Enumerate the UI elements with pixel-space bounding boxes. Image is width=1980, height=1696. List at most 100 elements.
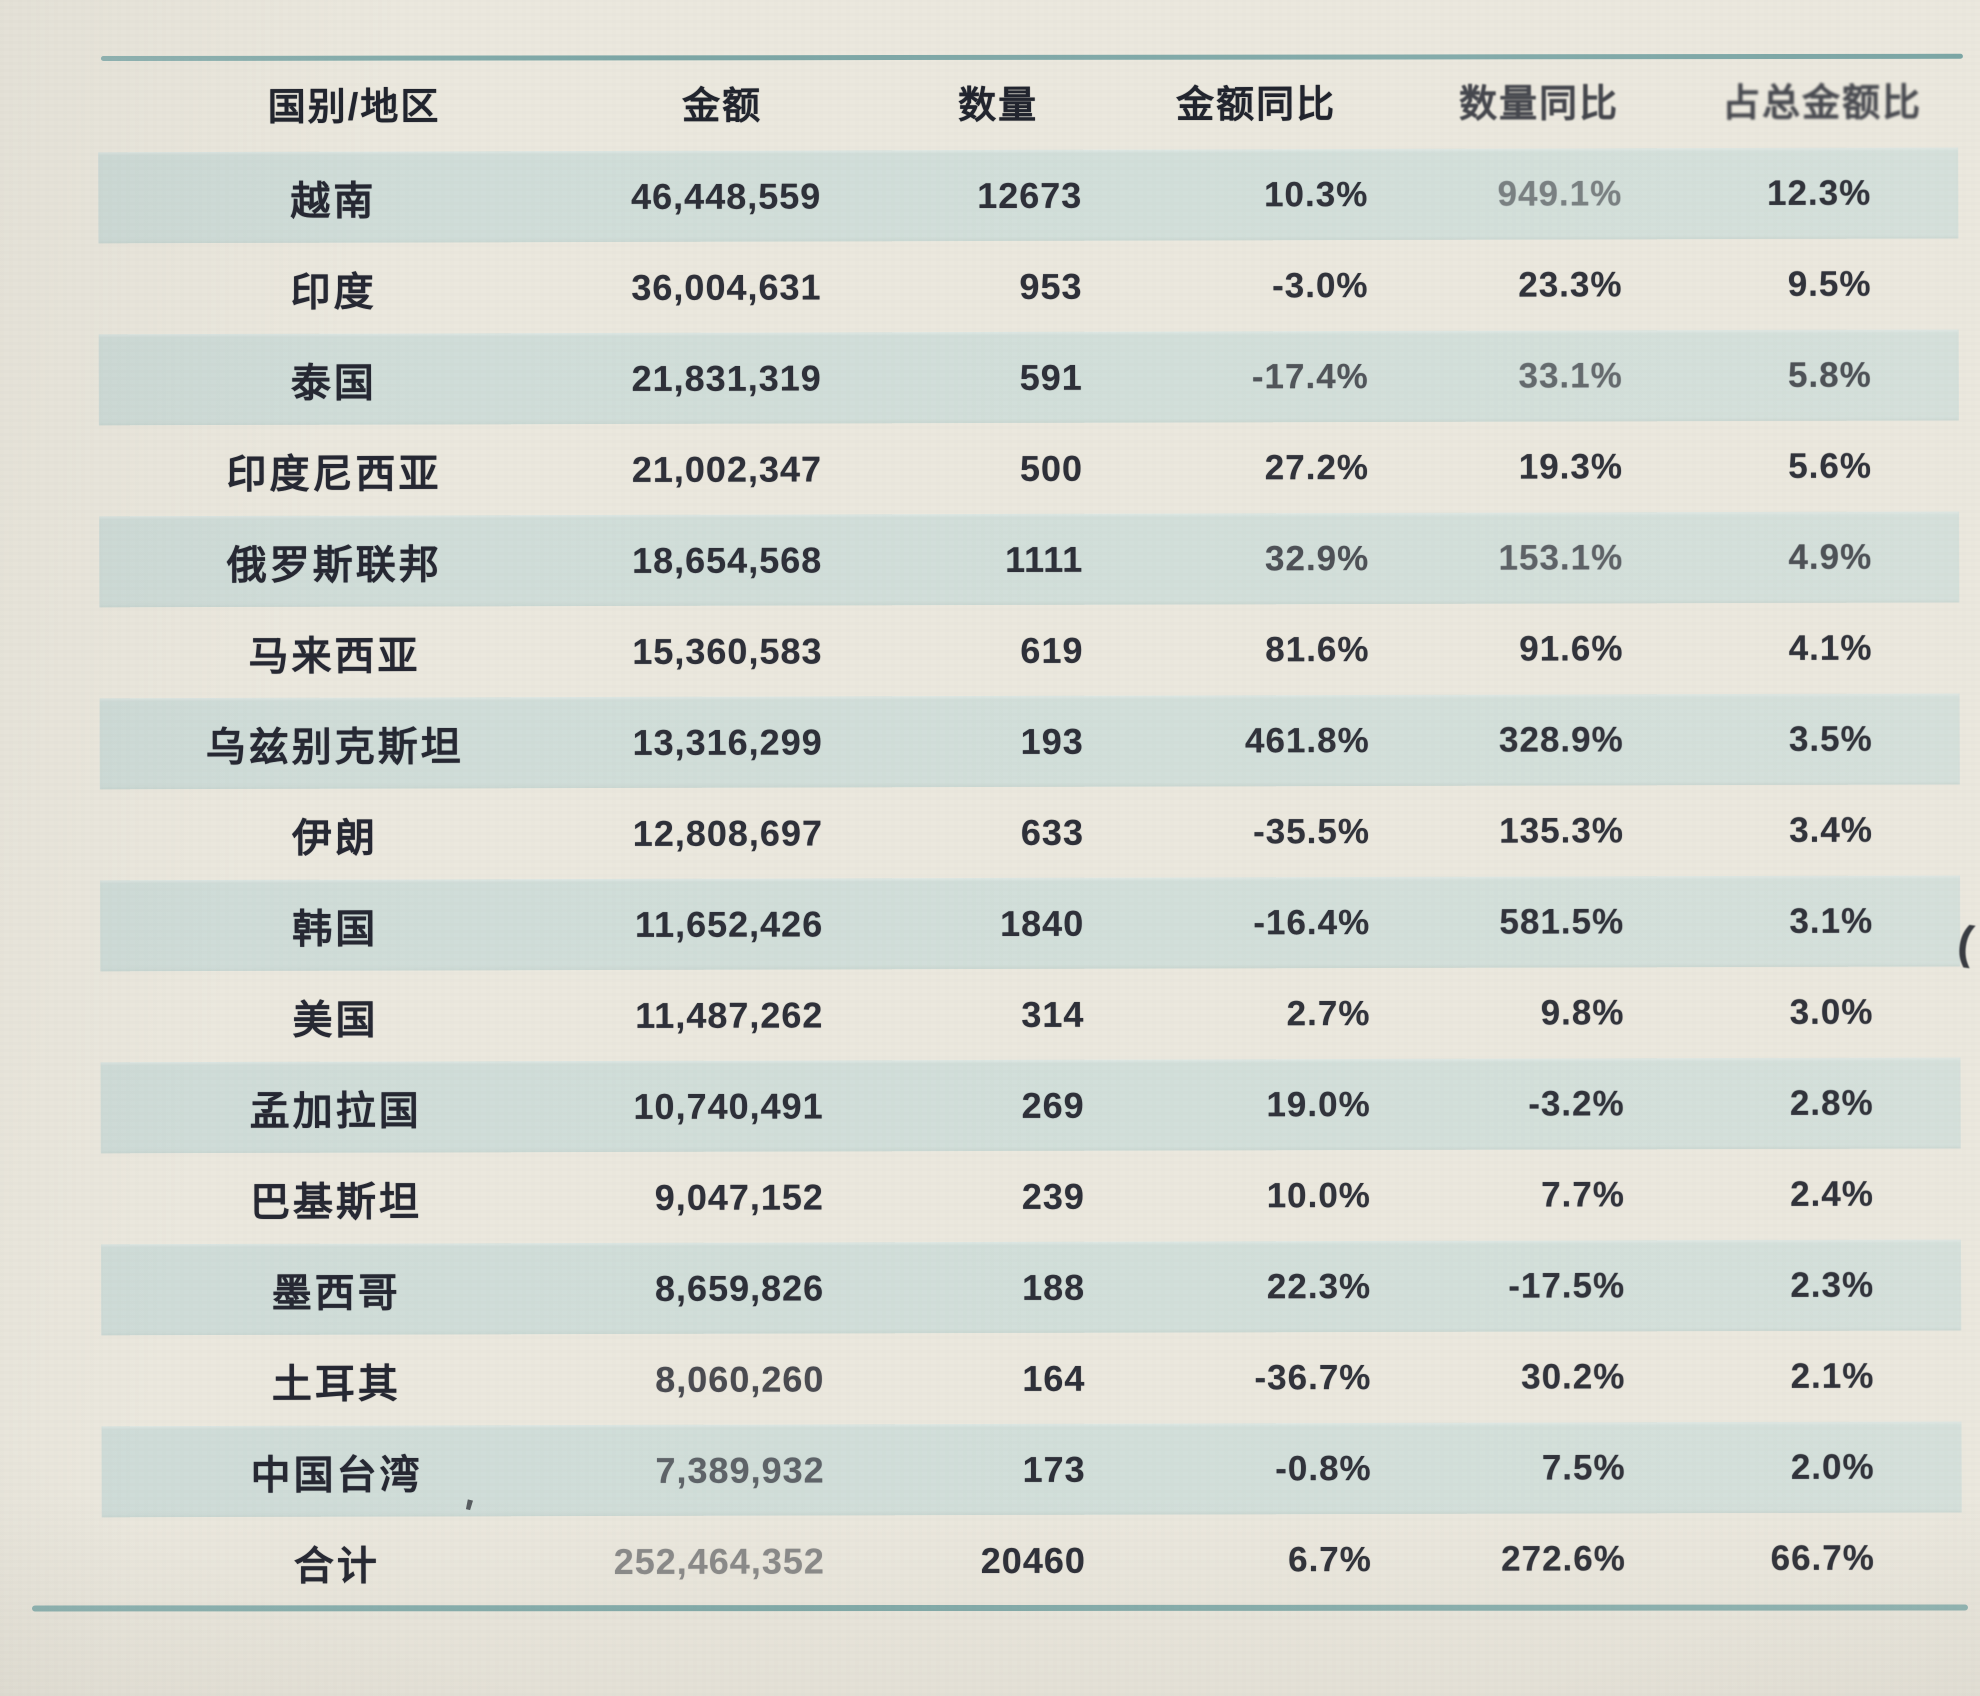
cell-qty-yoy: 328.9% — [1498, 719, 1624, 760]
table-top-border — [100, 53, 1963, 62]
cell-region: 泰国 — [290, 361, 377, 406]
cell-qty-yoy: 9.8% — [1540, 992, 1625, 1033]
cell-qty-yoy: 581.5% — [1499, 901, 1625, 942]
cell-amount-yoy: 27.2% — [1264, 447, 1370, 487]
cell-share: 3.5% — [1788, 719, 1873, 759]
cell-amount-yoy: -35.5% — [1252, 811, 1371, 851]
table-row: 越南 46,448,559 12673 10.3% 949.1% 12.3% — [98, 147, 1959, 244]
cell-amount-yoy: 461.8% — [1244, 720, 1370, 760]
table-row: 伊朗 12,808,697 633 -35.5% 135.3% 3.4% — [100, 784, 1960, 880]
cell-region: 巴基斯坦 — [249, 1179, 422, 1225]
cell-qty-yoy: 33.1% — [1518, 355, 1623, 396]
table-row: 乌兹别克斯坦 13,316,299 193 461.8% 328.9% 3.5% — [99, 693, 1960, 790]
column-header-amount: 金额 — [681, 85, 763, 128]
column-header-share: 占总金额比 — [1721, 82, 1923, 126]
cell-share: 9.5% — [1787, 264, 1872, 304]
table-body: 越南 46,448,559 12673 10.3% 949.1% 12.3% 印度 36,00… — [98, 147, 1962, 1608]
cell-share: 4.1% — [1788, 628, 1873, 668]
cell-qty-yoy: 7.5% — [1541, 1447, 1626, 1488]
table-row: 印度 36,004,631 953 -3.0% 23.3% 9.5% — [98, 238, 1958, 334]
cell-share: 2.4% — [1790, 1174, 1874, 1214]
cell-region: 越南 — [290, 179, 377, 224]
cell-amount: 15,360,583 — [632, 629, 823, 672]
cell-qty-yoy: 23.3% — [1518, 264, 1623, 305]
cell-amount-yoy: 6.7% — [1288, 1539, 1372, 1579]
cell-amount: 18,654,568 — [632, 538, 823, 581]
table-row: 俄罗斯联邦 18,654,568 1111 32.9% 153.1% 4.9% — [99, 511, 1960, 608]
cell-amount: 13,316,299 — [632, 720, 823, 763]
column-header-qty-yoy: 数量同比 — [1458, 83, 1620, 126]
cell-amount: 9,047,152 — [654, 1175, 824, 1218]
cell-amount: 11,487,262 — [635, 993, 824, 1036]
cell-amount-yoy: -0.8% — [1275, 1448, 1372, 1488]
cell-qty: 953 — [1019, 265, 1083, 307]
column-header-region: 国别/地区 — [267, 86, 441, 129]
cell-qty: 20460 — [980, 1539, 1086, 1581]
cell-amount: 21,002,347 — [631, 447, 823, 490]
table-row: 美国 11,487,262 314 2.7% 9.8% 3.0% — [100, 966, 1960, 1062]
cell-amount-yoy: 10.3% — [1263, 174, 1369, 214]
cell-qty-yoy: 135.3% — [1499, 810, 1625, 851]
cell-amount: 36,004,631 — [631, 265, 822, 308]
cell-share: 2.1% — [1790, 1356, 1875, 1396]
cell-amount: 252,464,352 — [613, 1539, 825, 1582]
table-header-row: 国别/地区 金额 数量 金额同比 数量同比 占总金额比 — [0, 73, 1978, 138]
cell-share: 3.4% — [1789, 810, 1874, 850]
table-row: 土耳其 8,060,260 164 -36.7% 30.2% 2.1% — [101, 1330, 1961, 1426]
cell-qty: 173 — [1022, 1448, 1086, 1490]
cell-region: 韩国 — [292, 907, 379, 952]
cell-region: 土耳其 — [271, 1362, 401, 1407]
cell-qty: 1840 — [1000, 902, 1085, 944]
cell-amount-yoy: 2.7% — [1286, 993, 1371, 1033]
cell-amount-yoy: 81.6% — [1265, 629, 1370, 669]
cell-region: 俄罗斯联邦 — [226, 542, 442, 588]
cell-share: 2.8% — [1789, 1083, 1874, 1123]
cell-amount: 12,808,697 — [632, 811, 824, 854]
cell-region: 伊朗 — [291, 816, 379, 861]
table-row: 马来西亚 15,360,583 619 81.6% 91.6% 4.1% — [99, 602, 1959, 698]
cell-share: 4.9% — [1788, 537, 1873, 577]
cell-qty: 1111 — [1005, 538, 1084, 580]
table-row: 中国台湾 7,389,932 173 -0.8% 7.5% 2.0% — [101, 1421, 1962, 1518]
cell-share: 5.8% — [1787, 355, 1872, 395]
cell-region: 合计 — [293, 1544, 380, 1589]
cell-region: 孟加拉国 — [249, 1088, 422, 1134]
cell-qty: 193 — [1020, 720, 1084, 762]
cell-share: 2.0% — [1790, 1447, 1875, 1487]
cell-amount-yoy: -3.0% — [1272, 265, 1369, 305]
cell-qty: 500 — [1019, 447, 1084, 489]
cell-amount-yoy: 22.3% — [1266, 1266, 1372, 1306]
table-row: 墨西哥 8,659,826 188 22.3% -17.5% 2.3% — [101, 1239, 1962, 1336]
cell-amount: 8,659,826 — [654, 1266, 825, 1309]
cell-qty: 188 — [1022, 1266, 1086, 1308]
cell-share: 5.6% — [1788, 446, 1873, 486]
cell-qty-yoy: 30.2% — [1521, 1356, 1626, 1397]
cell-amount-yoy: -17.4% — [1251, 356, 1369, 396]
cell-region: 乌兹别克斯坦 — [205, 724, 464, 770]
cell-region: 中国台湾 — [250, 1452, 423, 1498]
table-row: 孟加拉国 10,740,491 269 19.0% -3.2% 2.8% — [100, 1057, 1961, 1154]
table-row: 韩国 11,652,426 1840 -16.4% 581.5% 3.1% — [100, 875, 1961, 972]
cell-amount: 46,448,559 — [631, 174, 822, 217]
cell-region: 墨西哥 — [271, 1271, 401, 1316]
cell-amount: 7,389,932 — [655, 1448, 825, 1491]
column-header-qty: 数量 — [957, 84, 1039, 128]
cell-amount-yoy: 32.9% — [1264, 538, 1370, 578]
column-header-amount-yoy: 金额同比 — [1175, 84, 1337, 127]
table-row: 泰国 21,831,319 591 -17.4% 33.1% 5.8% — [98, 329, 1959, 426]
cell-qty: 619 — [1020, 629, 1084, 671]
table-bottom-border — [31, 1604, 1968, 1612]
cell-amount-yoy: 19.0% — [1266, 1084, 1371, 1124]
table-row: 印度尼西亚 21,002,347 500 27.2% 19.3% 5.6% — [99, 420, 1959, 516]
cell-region: 印度 — [290, 270, 377, 315]
cell-region: 印度尼西亚 — [226, 451, 442, 497]
cell-qty-yoy: 153.1% — [1498, 537, 1624, 578]
cell-share: 12.3% — [1766, 173, 1872, 213]
cell-amount: 8,060,260 — [655, 1357, 825, 1400]
table-row-total: 合计 252,464,352 20460 6.7% 272.6% 66.7% — [102, 1512, 1962, 1608]
cell-qty: 633 — [1020, 811, 1085, 853]
cell-qty: 239 — [1021, 1175, 1085, 1217]
cell-amount: 21,831,319 — [631, 356, 822, 399]
